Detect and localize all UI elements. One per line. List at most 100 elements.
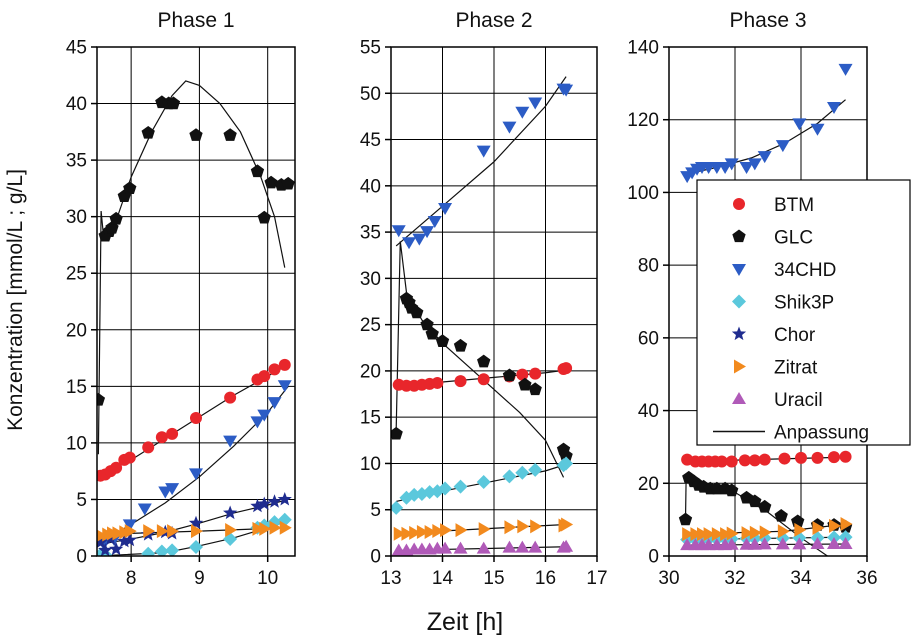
data-point-34chd [559,84,574,97]
data-point-34chd [515,106,530,119]
x-tick-label: 32 [724,568,745,589]
data-point-uracil [724,537,739,550]
data-point-zitrat [829,518,841,533]
data-point-zitrat [777,524,790,539]
x-tick-label: 36 [856,568,877,589]
data-point-34chd [158,486,173,499]
y-tick-label: 25 [360,315,381,336]
data-point-uracil [827,537,841,550]
y-tick-label: 35 [66,151,87,172]
panel-2: 0 5 10 15 20 25 30 35 40 45 50 55 13 14 15 16 17 Phase 2 [360,9,608,589]
y-tick-label: 20 [638,474,659,495]
x-axis-label: Zeit [h] [427,608,503,636]
legend-marker-btm [733,198,745,210]
data-point-btm [560,362,573,375]
data-point-zitrat [259,521,272,536]
data-point-glc [453,338,468,352]
data-point-34chd [250,416,265,429]
data-point-btm [166,427,179,440]
data-point-btm [278,358,291,371]
data-point-zitrat [112,526,125,541]
data-point-34chd [267,397,282,410]
legend: BTM GLC 34CHD Shik3P Chor Zitrat Uracil Anpassu… [696,179,911,446]
y-tick-label: 0 [76,547,87,568]
data-point-shik3p [515,465,530,480]
panel-3: 0 20 40 60 80 100 120 140 30 32 34 36 Phase 3 [627,9,877,589]
data-point-34chd [257,409,272,422]
data-point-shik3p [502,469,517,484]
data-point-zitrat [191,524,203,539]
y-tick-label: 55 [360,38,381,59]
data-point-34chd [402,237,417,250]
data-point-glc [391,426,403,440]
x-tick-label: 10 [257,568,278,589]
chart-panels: 0 5 10 15 20 25 30 35 40 45 8 9 10 Phase 1 0 5 10 15 20 25 3… [66,9,878,589]
panel-title: Phase 1 [157,9,234,32]
data-point-btm [431,376,444,389]
data-point-zitrat [167,524,180,539]
legend-box [696,179,911,446]
data-point-zitrat [279,520,292,535]
y-tick-label: 45 [66,38,87,59]
data-point-glc [223,128,237,141]
fit-line-34chd [685,99,846,175]
data-point-zitrat [749,525,762,540]
data-point-34chd [810,123,825,136]
data-point-zitrat [252,521,265,536]
data-point-glc [109,211,123,225]
data-point-chor [267,494,282,508]
data-point-btm [224,391,237,404]
data-point-uracil [747,537,762,550]
y-tick-label: 40 [360,176,381,197]
data-point-zitrat [409,525,422,540]
data-point-34chd [528,97,543,110]
plot-area [391,76,574,556]
data-point-shik3p [391,500,404,515]
legend-marker-shik3p [732,294,746,309]
y-tick-label: 30 [66,207,87,228]
data-point-uracil [810,537,825,550]
data-point-glc [257,210,271,224]
data-point-shik3p [438,481,453,496]
data-point-glc [528,382,542,396]
data-point-34chd [122,519,137,532]
data-point-btm [258,370,271,383]
y-axis-label: Konzentration [mmol/L ; g/L] [4,169,27,431]
y-tick-label: 10 [66,433,87,454]
data-point-zitrat [530,519,543,534]
data-point-34chd [391,225,406,238]
data-point-chor [257,496,272,511]
data-point-glc [435,334,450,347]
data-point-chor [250,498,265,513]
data-point-chor [277,491,292,506]
data-point-zitrat [720,527,733,542]
data-point-zitrat [703,527,716,542]
data-point-btm [795,451,807,464]
y-tick-label: 140 [627,38,659,59]
data-point-glc [758,499,772,513]
data-point-glc [189,128,203,141]
data-point-uracil [438,541,453,554]
data-point-shik3p [559,456,574,471]
data-point-uracil [775,537,790,550]
data-point-uracil [515,540,530,553]
legend-marker-chor [731,326,747,341]
data-point-uracil [528,540,543,553]
data-point-shik3p [528,462,543,477]
data-point-zitrat [759,525,772,540]
y-tick-label: 5 [370,500,381,521]
data-point-shik3p [453,479,468,494]
data-point-btm [811,451,824,464]
data-point-chor [122,532,137,547]
y-tick-label: 120 [627,110,659,131]
data-point-34chd [739,161,754,174]
data-point-zitrat [269,520,282,535]
data-point-zitrat [741,526,754,541]
data-point-btm [142,441,155,454]
panel-frame [390,46,598,557]
panel-1: 0 5 10 15 20 25 30 35 40 45 8 9 10 Phase 1 [66,9,296,589]
y-tick-label: 30 [360,269,381,290]
data-point-zitrat [416,524,429,539]
data-point-btm [715,455,728,468]
